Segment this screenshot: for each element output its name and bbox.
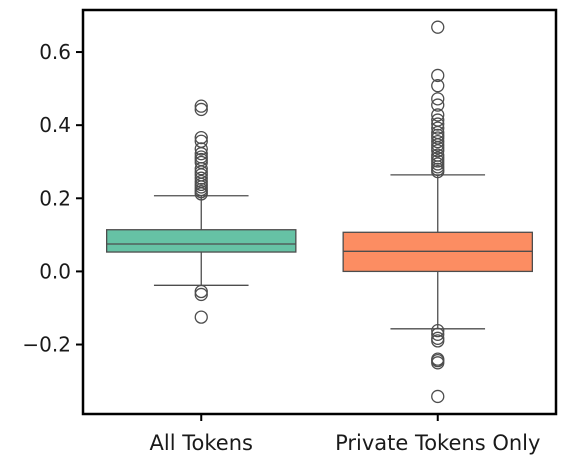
- outlier-point: [431, 157, 445, 171]
- outlier-point: [194, 171, 208, 185]
- outlier-point: [194, 287, 208, 302]
- outlier-point: [431, 334, 445, 348]
- x-tick-label: Private Tokens Only: [335, 431, 540, 455]
- outlier-point: [194, 162, 208, 176]
- outlier-point: [431, 20, 445, 34]
- outlier-point: [194, 142, 208, 156]
- box-group-0: [106, 99, 297, 324]
- outlier-point: [431, 154, 445, 168]
- outlier-point: [431, 164, 445, 179]
- outlier-point: [431, 138, 445, 152]
- y-tick-label: 0.0: [39, 259, 71, 283]
- outlier-point: [431, 68, 445, 83]
- outlier-point: [194, 130, 208, 145]
- box-group-1: [342, 20, 533, 404]
- outlier-point: [431, 108, 445, 122]
- outlier-point: [431, 98, 445, 112]
- y-tick-label: 0.6: [39, 40, 71, 64]
- y-tick-label: −0.2: [22, 333, 71, 357]
- outlier-point: [194, 310, 208, 324]
- outlier-point: [194, 102, 208, 117]
- outlier-point: [431, 121, 445, 135]
- outlier-point: [431, 92, 445, 106]
- box-iqr: [106, 229, 297, 253]
- outlier-point: [194, 187, 208, 201]
- outlier-point: [431, 131, 445, 145]
- outlier-point: [431, 151, 445, 165]
- outlier-point: [431, 144, 445, 158]
- outlier-point: [431, 323, 445, 338]
- outlier-point: [194, 284, 208, 299]
- y-tick-label: 0.2: [39, 186, 71, 210]
- outlier-point: [431, 356, 445, 370]
- outlier-point: [431, 117, 445, 131]
- outlier-point: [431, 389, 445, 404]
- outlier-point: [194, 99, 208, 113]
- outlier-point: [431, 327, 445, 341]
- outlier-point: [431, 79, 445, 93]
- outlier-point: [194, 147, 208, 161]
- plot-area: [106, 20, 533, 404]
- outlier-point: [431, 134, 445, 149]
- outlier-point: [431, 141, 445, 155]
- y-tick-label: 0.4: [39, 113, 71, 137]
- axes: −0.2 0.0 0.2 0.4 0.6 All Tokens Private Tokens…: [22, 40, 540, 455]
- plot-frame: [81, 8, 558, 416]
- x-tick-label: All Tokens: [150, 431, 253, 455]
